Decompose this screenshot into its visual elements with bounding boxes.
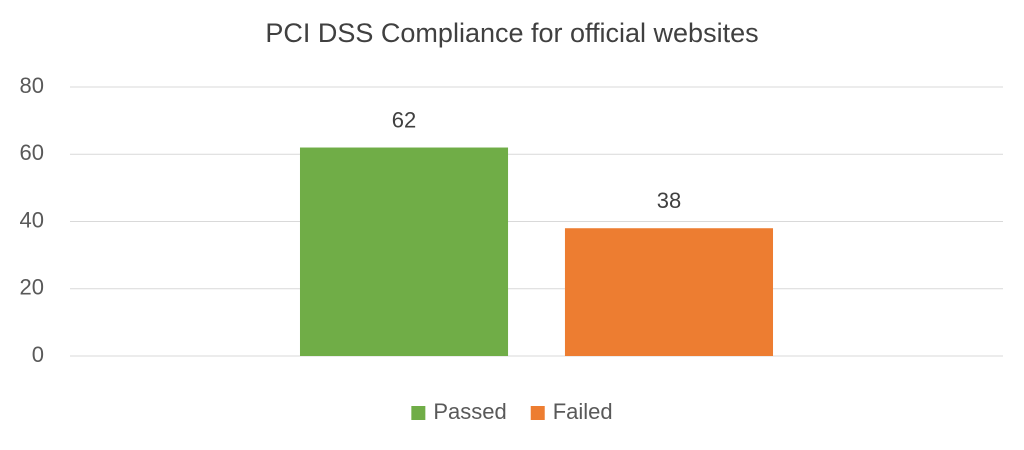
y-tick-label: 40 xyxy=(20,207,44,232)
legend-swatch xyxy=(411,406,426,420)
data-label: 62 xyxy=(392,107,416,132)
y-tick-label: 60 xyxy=(20,140,44,165)
y-tick-label: 0 xyxy=(32,342,44,367)
legend-swatch xyxy=(530,406,545,420)
legend-label: Passed xyxy=(433,399,506,424)
chart-title: PCI DSS Compliance for official websites xyxy=(265,18,758,48)
data-label: 38 xyxy=(657,188,681,213)
y-tick-label: 80 xyxy=(20,73,44,98)
y-tick-label: 20 xyxy=(20,275,44,300)
bar xyxy=(564,228,774,356)
legend-label: Failed xyxy=(553,399,613,424)
bar xyxy=(299,147,509,356)
